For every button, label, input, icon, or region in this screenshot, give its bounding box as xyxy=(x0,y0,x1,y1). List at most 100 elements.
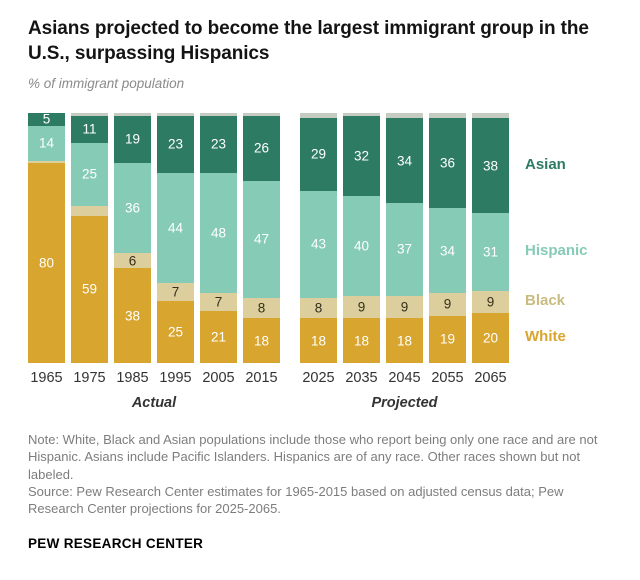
segment-hispanic-2055: 34 xyxy=(429,208,466,294)
value-label: 59 xyxy=(81,281,98,297)
bar-2045: 34 37 9 18 xyxy=(386,113,423,364)
segment-asian-1975: 11 xyxy=(71,115,108,144)
segment-hispanic-1975: 25 xyxy=(71,143,108,206)
value-label: 18 xyxy=(353,332,370,348)
stacked-bar-chart: 5 14 80 11 25 59 19 36 6 38 23 44 7 25 23 48 7 21 26 47 8 18 … xyxy=(28,113,612,411)
segment-white-2055: 19 xyxy=(429,315,466,364)
value-label: 36 xyxy=(439,155,456,171)
value-label: 38 xyxy=(124,307,141,323)
value-label: 29 xyxy=(310,146,327,162)
segment-asian-1995: 23 xyxy=(157,115,194,174)
segment-white-1965: 80 xyxy=(28,163,65,364)
year-label: 2065 xyxy=(474,370,507,387)
x-axis-actual: 1965 1975 1985 1995 2005 2015 xyxy=(28,370,280,386)
segment-black-1995: 7 xyxy=(157,283,194,301)
segment-black-2065: 9 xyxy=(472,290,509,314)
value-label: 5 xyxy=(42,111,51,127)
segment-hispanic-1985: 36 xyxy=(114,163,151,254)
chart-subtitle: % of immigrant population xyxy=(28,76,185,92)
segment-white-1975: 59 xyxy=(71,215,108,364)
bar-1965: 5 14 80 xyxy=(28,111,65,364)
value-label: 11 xyxy=(82,121,97,137)
bar-2005: 23 48 7 21 xyxy=(200,113,237,364)
value-label: 6 xyxy=(128,252,137,268)
segment-white-1985: 38 xyxy=(114,268,151,364)
segment-asian-2045: 34 xyxy=(386,118,423,204)
x-axis-projected: 2025 2035 2045 2055 2065 xyxy=(300,370,509,386)
segment-white-2045: 18 xyxy=(386,318,423,364)
value-label: 19 xyxy=(124,131,141,147)
segment-other-1975 xyxy=(71,113,108,116)
bar-2015: 26 47 8 18 xyxy=(243,113,280,364)
value-label: 48 xyxy=(210,225,227,241)
bar-2025: 29 43 8 18 xyxy=(300,113,337,364)
legend-black: Black xyxy=(525,292,566,310)
value-label: 23 xyxy=(167,136,184,152)
group-captions: Actual Projected xyxy=(28,395,612,411)
segment-black-2035: 9 xyxy=(343,295,380,319)
segment-black-1975 xyxy=(71,205,108,216)
year-label: 2035 xyxy=(345,370,378,387)
segment-other-2065 xyxy=(472,113,509,119)
value-label: 9 xyxy=(400,299,409,315)
segment-black-2045: 9 xyxy=(386,295,423,319)
year-label: 2015 xyxy=(245,370,278,387)
x-axis: 1965 1975 1985 1995 2005 2015 2025 2035 2045 2055… xyxy=(28,363,612,386)
bar-1985: 19 36 6 38 xyxy=(114,113,151,364)
value-label: 7 xyxy=(214,294,223,310)
segment-black-2005: 7 xyxy=(200,293,237,311)
value-label: 25 xyxy=(81,166,98,182)
segment-other-2045 xyxy=(386,113,423,119)
value-label: 20 xyxy=(482,330,499,346)
segment-black-2025: 8 xyxy=(300,298,337,319)
value-label: 18 xyxy=(253,332,270,348)
value-label: 25 xyxy=(167,324,184,340)
segment-hispanic-2035: 40 xyxy=(343,195,380,296)
legend-asian: Asian xyxy=(525,156,566,174)
segment-hispanic-1995: 44 xyxy=(157,173,194,284)
segment-other-1995 xyxy=(157,113,194,116)
value-label: 80 xyxy=(38,255,55,271)
year-label: 2025 xyxy=(302,370,335,387)
value-label: 14 xyxy=(38,135,55,151)
year-label: 1995 xyxy=(159,370,192,387)
value-label: 34 xyxy=(396,152,413,168)
segment-white-1995: 25 xyxy=(157,300,194,364)
segment-other-2025 xyxy=(300,113,337,119)
segment-hispanic-2065: 31 xyxy=(472,213,509,291)
segment-other-1985 xyxy=(114,113,151,116)
value-label: 37 xyxy=(396,241,413,257)
segment-asian-2055: 36 xyxy=(429,118,466,209)
bar-2065: 38 31 9 20 xyxy=(472,113,509,364)
segment-black-2015: 8 xyxy=(243,298,280,319)
value-label: 9 xyxy=(486,294,495,310)
value-label: 7 xyxy=(171,284,180,300)
segment-hispanic-2025: 43 xyxy=(300,190,337,299)
bar-1995: 23 44 7 25 xyxy=(157,113,194,364)
year-label: 1985 xyxy=(116,370,149,387)
value-label: 32 xyxy=(353,147,370,163)
segment-black-2055: 9 xyxy=(429,293,466,316)
caption-actual: Actual xyxy=(131,395,177,412)
legend-hispanic: Hispanic xyxy=(525,242,588,260)
segment-black-1965 xyxy=(28,160,65,164)
segment-white-2025: 18 xyxy=(300,318,337,364)
year-label: 2045 xyxy=(388,370,421,387)
value-label: 38 xyxy=(482,157,499,173)
value-label: 43 xyxy=(310,236,327,252)
year-label: 1965 xyxy=(30,370,63,387)
segment-other-2005 xyxy=(200,113,237,116)
value-label: 34 xyxy=(439,242,456,258)
segment-other-2015 xyxy=(243,113,280,116)
segment-hispanic-2005: 48 xyxy=(200,173,237,294)
chart-source: Source: Pew Research Center estimates fo… xyxy=(28,484,564,517)
segment-white-2035: 18 xyxy=(343,318,380,364)
segment-white-2015: 18 xyxy=(243,318,280,364)
value-label: 44 xyxy=(167,220,184,236)
caption-projected: Projected xyxy=(371,395,438,412)
bars-projected: 29 43 8 18 32 40 9 18 34 37 9 18 36 34 9 19 38 31 9 20 xyxy=(300,113,509,364)
plot-area: 5 14 80 11 25 59 19 36 6 38 23 44 7 25 23 48 7 21 26 47 8 18 … xyxy=(28,111,612,364)
page-title: Asians projected to become the largest i… xyxy=(28,18,589,65)
value-label: 26 xyxy=(253,140,270,156)
value-label: 47 xyxy=(253,231,270,247)
